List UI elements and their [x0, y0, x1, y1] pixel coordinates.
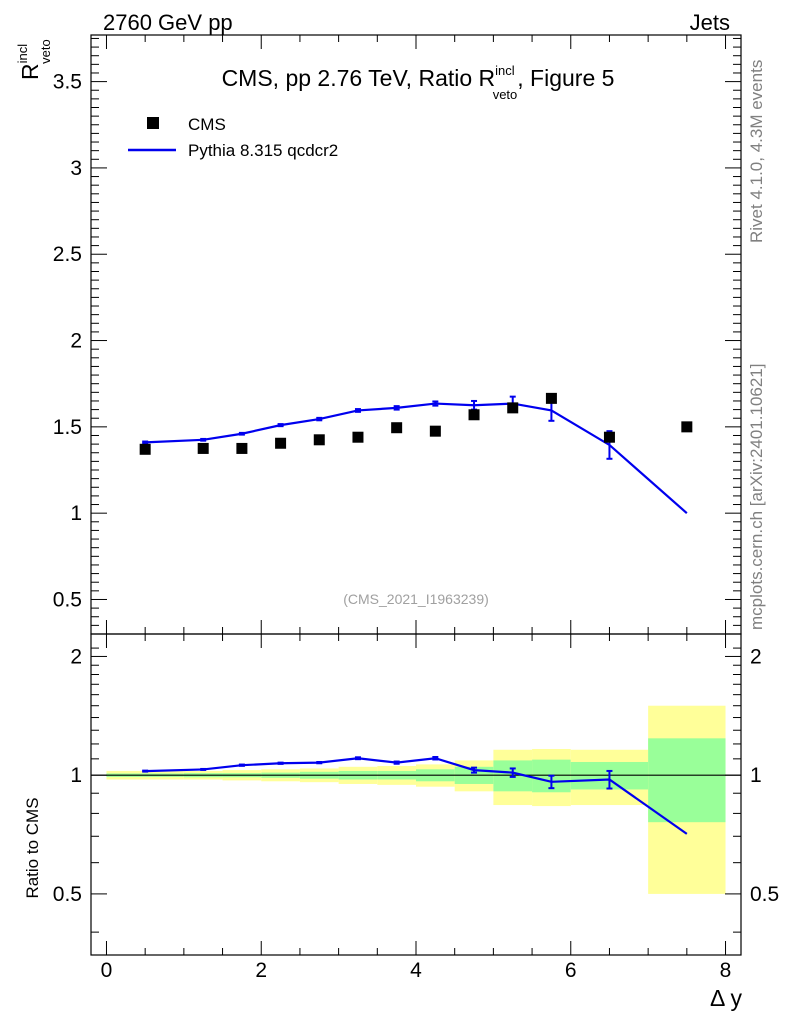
- y-tick-label-5: 3: [70, 157, 82, 180]
- y-axis-label-main: R: [17, 63, 43, 80]
- data-series: [139, 392, 693, 835]
- side-label-upper: Rivet 4.1.0, 4.3M events: [747, 60, 766, 243]
- cms-marker-12: [681, 421, 693, 433]
- y-tick-label-3: 2: [70, 330, 82, 353]
- title-subscript: veto: [493, 87, 518, 102]
- ratio-error-bands: [106, 705, 726, 894]
- x-tick-label-0: 0: [101, 959, 113, 982]
- cms-marker-4: [313, 434, 325, 446]
- legend-label-pythia: Pythia 8.315 qcdcr2: [188, 141, 338, 160]
- cms-marker-6: [391, 422, 403, 434]
- y-tick-label-2: 1.5: [53, 416, 82, 439]
- header-left: 2760 GeV pp: [103, 10, 233, 35]
- cms-marker-8: [468, 409, 480, 421]
- y-tick-label-0: 0.5: [53, 588, 82, 611]
- legend-marker-cms: [147, 117, 159, 129]
- top-plot-title: CMS, pp 2.76 TeV, Ratio Rincl veto, Figur…: [222, 63, 615, 102]
- ratio-y-tick-label-left-0: 0.5: [53, 883, 82, 906]
- axis-ticks: [91, 35, 741, 955]
- side-label-lower: mcplots.cern.ch [arXiv:2401.10621]: [747, 364, 766, 630]
- ratio-y-tick-label-left-1: 1: [70, 764, 82, 787]
- title-superscript: incl: [495, 63, 515, 78]
- y-tick-label-6: 3.5: [53, 71, 82, 94]
- x-axis-label: Δ y: [710, 985, 742, 1011]
- title-suffix: , Figure 5: [517, 65, 614, 91]
- x-tick-label-1: 2: [255, 959, 267, 982]
- y-tick-label-4: 2.5: [53, 243, 82, 266]
- cms-marker-11: [603, 431, 615, 443]
- y-axis-label: Rincl veto: [15, 39, 53, 80]
- ratio-y-axis-label: Ratio to CMS: [23, 797, 42, 898]
- axis-tick-labels: 0 2 4 6 8 0.5 1 1.5 2 2.5 3 3.5 0.5 0.5 1 1 2 2: [53, 71, 779, 982]
- cms-marker-3: [275, 437, 287, 449]
- ratio-y-tick-label-right-0: 0.5: [750, 883, 779, 906]
- x-tick-label-3: 6: [565, 959, 577, 982]
- cms-marker-5: [352, 431, 364, 443]
- cms-marker-9: [507, 402, 519, 414]
- header-right: Jets: [690, 10, 730, 35]
- cms-marker-2: [236, 442, 248, 454]
- y-tick-label-1: 1: [70, 502, 82, 525]
- cms-marker-7: [429, 425, 441, 437]
- y-axis-label-sub: veto: [38, 39, 53, 64]
- ratio-band-stat-12: [648, 738, 726, 823]
- pythia-line: [145, 402, 688, 514]
- legend-label-cms: CMS: [188, 115, 226, 134]
- title-main: CMS, pp 2.76 TeV, Ratio R: [222, 65, 496, 91]
- ratio-y-tick-label-right-1: 1: [750, 764, 762, 787]
- x-tick-label-2: 4: [410, 959, 422, 982]
- ratio-y-tick-label-right-2: 2: [750, 645, 762, 668]
- x-tick-label-4: 8: [720, 959, 732, 982]
- legend: CMS Pythia 8.315 qcdcr2: [128, 115, 338, 160]
- cms-marker-0: [139, 443, 151, 455]
- axes-frames: [90, 34, 742, 956]
- ratio-y-tick-label-left-2: 2: [70, 645, 82, 668]
- cms-marker-10: [545, 392, 557, 404]
- cms-marker-1: [197, 442, 209, 454]
- y-axis-label-sup: incl: [15, 44, 30, 64]
- analysis-watermark: (CMS_2021_I1963239): [343, 591, 489, 607]
